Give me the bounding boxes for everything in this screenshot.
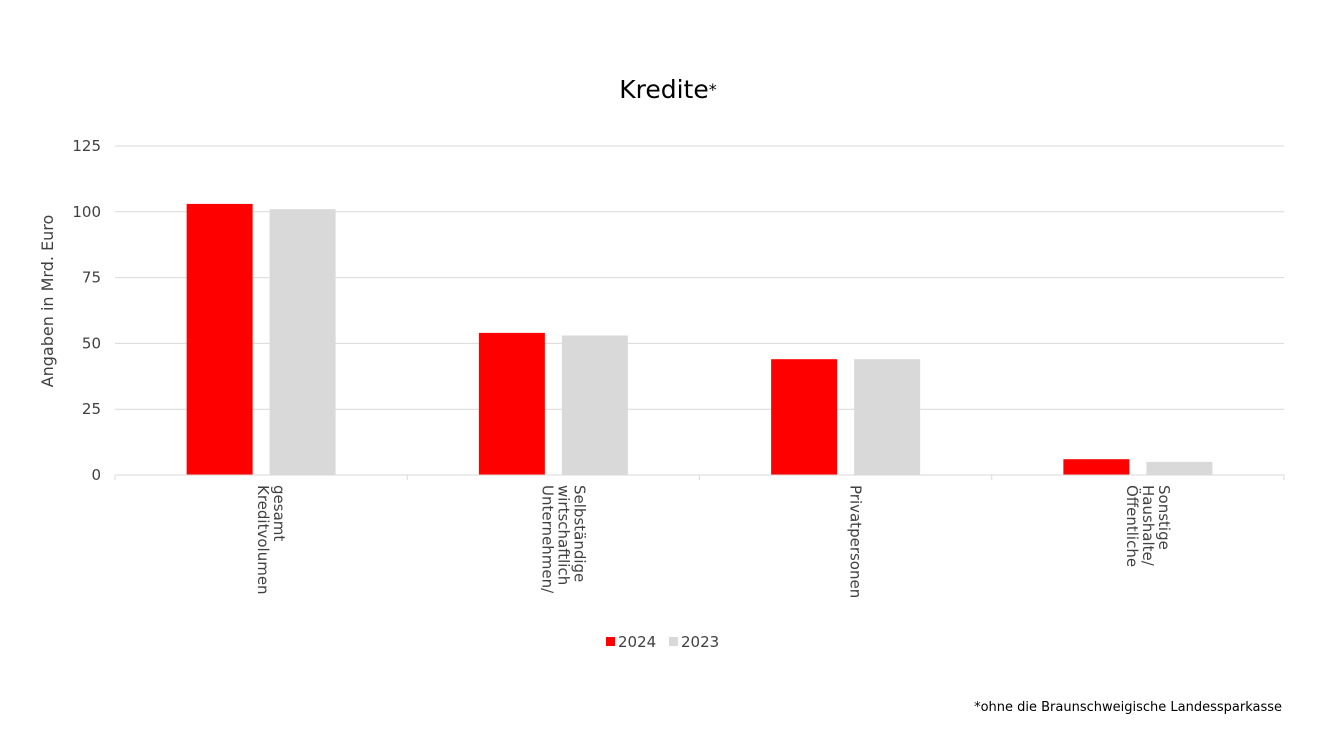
bar-2024-2 [478, 332, 545, 475]
bar-2023-2 [561, 335, 628, 475]
y-tick-label: 75 [82, 269, 101, 287]
y-axis-ticks: 0 25 50 75 100 125 [72, 137, 101, 484]
category-label-line: gesamt [270, 485, 288, 541]
category-label-line: Selbständige [570, 485, 588, 582]
y-tick-label: 0 [91, 466, 101, 484]
y-tick-label: 100 [72, 203, 101, 221]
chart-title-asterisk: * [709, 80, 717, 99]
category-label: Privatpersonen [847, 485, 865, 598]
category-label-line: Privatpersonen [847, 485, 865, 598]
category-label-line: Kreditvolumen [254, 485, 272, 595]
category-label: ÖffentlicheHaushalte/Sonstige [1123, 485, 1173, 567]
legend-swatch-2024 [606, 637, 615, 646]
bars [186, 203, 1213, 476]
legend: 2024 2023 [606, 633, 719, 651]
legend-label-2024: 2024 [618, 633, 656, 651]
y-tick-label: 125 [72, 137, 101, 155]
chart-title-text: Kredite [619, 75, 709, 104]
bar-2024-1 [186, 203, 253, 476]
y-tick-label: 25 [82, 400, 101, 418]
category-label: Kreditvolumengesamt [254, 485, 288, 595]
legend-swatch-2023 [669, 637, 678, 646]
bar-2023-1 [269, 209, 336, 475]
y-tick-label: 50 [82, 334, 101, 352]
category-label-line: Öffentliche [1123, 485, 1142, 567]
bar-2023-3 [854, 359, 921, 475]
category-label-line: wirtschaftlich [554, 485, 572, 585]
x-axis-tick-marks [114, 475, 1285, 480]
chart-title: Kredite* [619, 75, 717, 104]
category-labels: Kreditvolumengesamt Unternehmen/wirtschaf… [254, 485, 1173, 598]
category-label: Unternehmen/wirtschaftlichSelbständige [538, 485, 588, 594]
legend-label-2023: 2023 [681, 633, 719, 651]
y-axis-label: Angaben in Mrd. Euro [38, 215, 57, 388]
category-label-line: Haushalte/ [1139, 485, 1157, 567]
category-label-line: Sonstige [1155, 485, 1173, 550]
footnote: *ohne die Braunschweigische Landessparka… [974, 700, 1282, 715]
bar-2024-3 [771, 359, 838, 475]
bar-2024-4 [1063, 459, 1130, 475]
category-label-line: Unternehmen/ [538, 485, 556, 594]
bar-2023-4 [1146, 461, 1213, 475]
